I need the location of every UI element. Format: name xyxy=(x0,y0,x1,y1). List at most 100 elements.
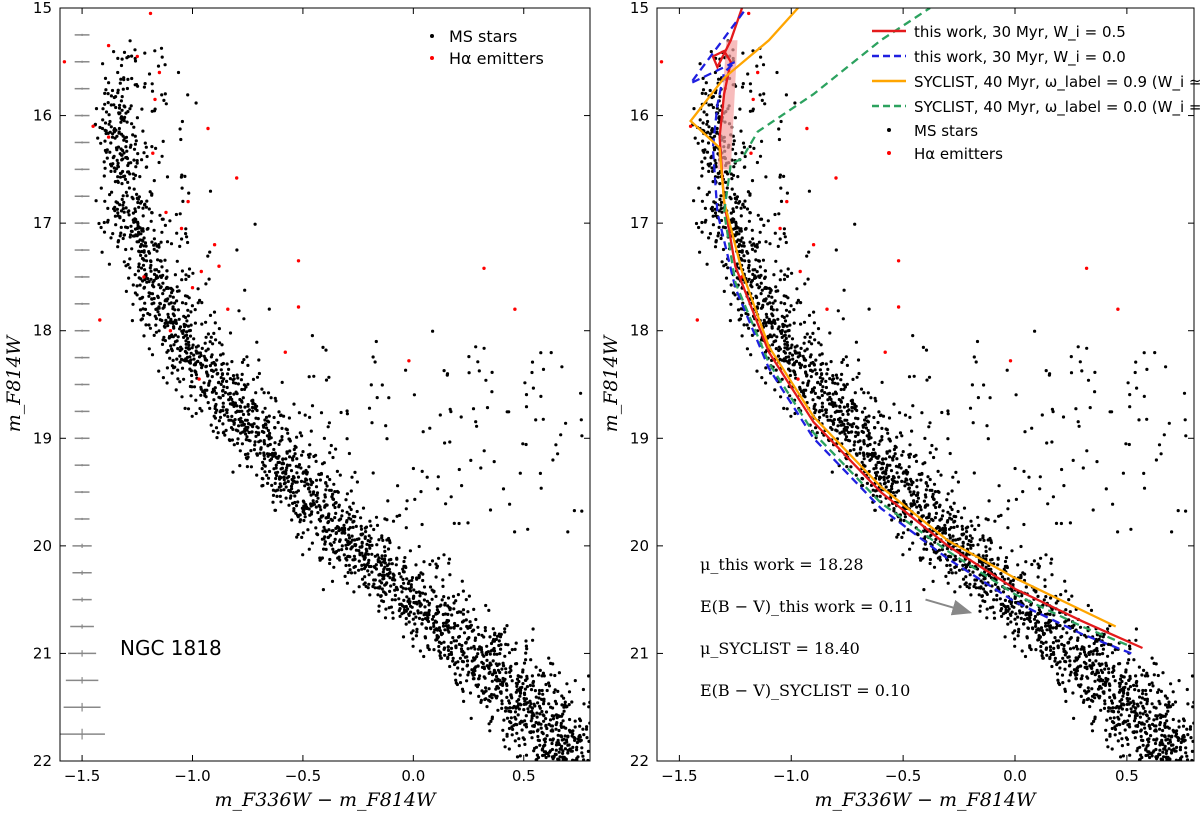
ms-star xyxy=(414,563,418,567)
ms-star xyxy=(542,674,546,678)
ms-star xyxy=(288,490,293,494)
ms-star xyxy=(929,533,933,537)
ms-star xyxy=(431,329,435,333)
ms-star xyxy=(484,603,488,608)
ms-star xyxy=(1161,758,1165,761)
ms-star xyxy=(141,313,145,317)
ms-star xyxy=(1066,641,1070,645)
ms-star xyxy=(173,308,177,312)
ms-star xyxy=(189,310,193,314)
ms-star xyxy=(1080,674,1084,678)
ms-star xyxy=(526,527,530,531)
ms-star xyxy=(873,396,877,400)
ms-star xyxy=(161,292,165,296)
ms-star xyxy=(103,128,107,132)
ms-star xyxy=(946,519,950,523)
ms-star xyxy=(412,612,416,616)
ms-star xyxy=(913,502,917,506)
ms-star xyxy=(375,396,379,400)
ms-star xyxy=(785,274,790,278)
ms-star xyxy=(387,396,391,400)
ms-star xyxy=(795,344,799,348)
ms-star xyxy=(111,156,115,160)
ms-star xyxy=(1029,613,1033,617)
ms-star xyxy=(793,373,797,377)
ms-star xyxy=(873,451,877,455)
ms-star xyxy=(157,306,161,310)
ms-star xyxy=(510,648,514,652)
ms-star xyxy=(1144,713,1149,717)
ms-star xyxy=(383,549,387,554)
ms-star xyxy=(1141,692,1145,696)
ms-star xyxy=(320,556,324,560)
ms-star xyxy=(328,477,332,482)
ms-star xyxy=(165,175,170,179)
ms-star xyxy=(1049,596,1053,600)
ms-star xyxy=(789,304,793,308)
ms-star xyxy=(123,177,128,181)
ms-star xyxy=(371,584,375,589)
ms-star xyxy=(907,453,911,457)
ms-star xyxy=(165,366,169,370)
ms-star xyxy=(464,598,468,602)
ms-star xyxy=(587,705,590,709)
ms-star xyxy=(498,635,503,639)
ms-star xyxy=(246,425,250,429)
ms-star xyxy=(206,254,210,258)
ms-star xyxy=(299,479,304,483)
ms-star xyxy=(706,119,710,124)
ms-star xyxy=(1146,743,1150,747)
ms-star xyxy=(1091,670,1095,674)
ms-star xyxy=(1120,707,1124,711)
ms-star xyxy=(901,471,905,475)
ms-star xyxy=(746,266,751,270)
ms-star xyxy=(753,274,757,278)
ms-star xyxy=(1188,727,1192,731)
ms-star xyxy=(489,719,493,724)
ms-star xyxy=(874,399,878,403)
ms-star xyxy=(102,160,106,164)
ms-star xyxy=(1106,642,1111,647)
ms-star xyxy=(449,495,453,499)
ms-star xyxy=(232,377,236,381)
ms-star xyxy=(411,637,415,641)
ms-star xyxy=(1003,635,1007,639)
ms-star xyxy=(537,673,541,677)
ms-star xyxy=(798,353,802,358)
ms-star xyxy=(701,76,705,80)
ms-star xyxy=(308,443,312,447)
ms-star xyxy=(768,287,773,291)
ms-star xyxy=(342,553,346,557)
ms-star xyxy=(343,531,347,535)
ms-star xyxy=(163,325,167,329)
ms-star xyxy=(761,63,766,67)
ms-star xyxy=(491,659,495,663)
ms-star xyxy=(415,602,419,606)
ms-star xyxy=(401,577,405,582)
ms-star xyxy=(700,220,704,225)
ms-star xyxy=(488,670,492,674)
ms-star xyxy=(1025,605,1029,609)
ms-star xyxy=(1123,728,1127,732)
ms-star xyxy=(391,576,395,580)
ms-star xyxy=(807,340,811,344)
ms-star xyxy=(719,203,723,207)
ms-star xyxy=(908,443,912,447)
ms-star xyxy=(194,101,198,105)
ms-star xyxy=(214,426,219,430)
ms-star xyxy=(1107,706,1111,710)
ms-star xyxy=(755,283,759,287)
ms-star xyxy=(1147,723,1151,728)
ms-star xyxy=(498,652,502,656)
ms-star xyxy=(1184,751,1188,755)
ms-star xyxy=(344,563,348,568)
ms-star xyxy=(1032,617,1037,621)
ms-star xyxy=(466,673,470,677)
ms-star xyxy=(1045,628,1049,632)
ms-star xyxy=(385,437,389,441)
ms-star xyxy=(109,164,114,168)
ms-star xyxy=(192,385,197,389)
ms-star xyxy=(274,463,278,467)
ms-star xyxy=(564,421,568,425)
ms-star xyxy=(430,597,434,601)
